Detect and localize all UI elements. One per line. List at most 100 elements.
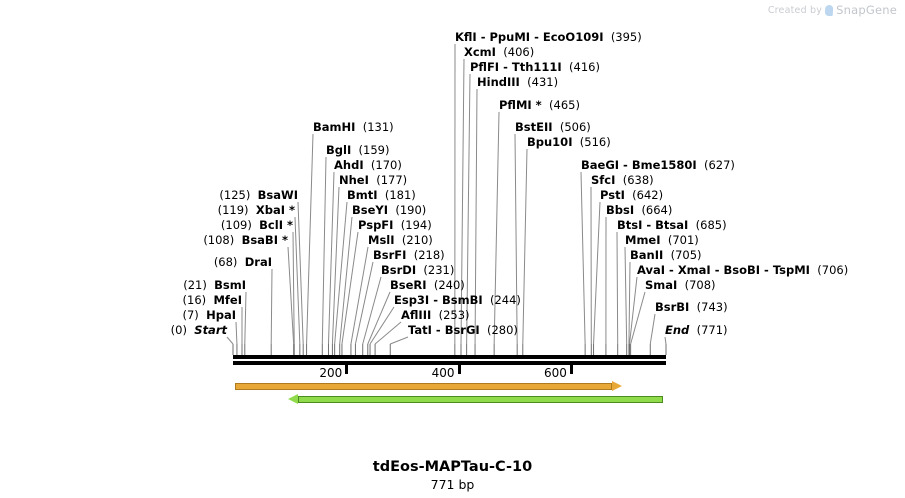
- enzyme-name: XmaI: [677, 263, 711, 277]
- enzyme-name: BtsI: [617, 218, 643, 232]
- name-separator: -: [499, 60, 512, 74]
- name-separator: -: [665, 263, 678, 277]
- leader-line: [354, 261, 374, 345]
- feature-arrow[interactable]: [288, 394, 663, 405]
- enzyme-position: (177): [376, 173, 408, 187]
- enzyme-name: XbaI *: [255, 203, 295, 217]
- enzyme-site-label: BanII (705): [630, 248, 702, 262]
- leader-line: [297, 201, 304, 345]
- leader-line: [226, 336, 234, 345]
- leader-line: [244, 291, 247, 345]
- enzyme-name: AvaI: [637, 263, 666, 277]
- enzyme-position: (642): [632, 188, 664, 202]
- name-separator: -: [642, 218, 656, 232]
- leader-line: [624, 246, 628, 345]
- ruler-tick-label: 400: [431, 366, 455, 380]
- feature-bar: [298, 396, 663, 403]
- enzyme-position: (109): [220, 218, 252, 232]
- watermark-prefix: Created by: [767, 4, 823, 16]
- enzyme-position: (240): [433, 278, 465, 292]
- leader-line: [341, 231, 359, 345]
- leader-line: [493, 111, 500, 345]
- leader-line: [630, 291, 646, 345]
- enzyme-site-label: End (771): [665, 324, 728, 337]
- enzyme-name: BseYI: [352, 203, 389, 217]
- enzyme-site-label: BamHI (131): [313, 120, 394, 134]
- enzyme-name: BsrDI: [381, 263, 417, 277]
- leader-line: [649, 313, 656, 345]
- feature-arrow[interactable]: [234, 381, 623, 392]
- enzyme-site-label: (7) HpaI: [182, 309, 236, 322]
- enzyme-position: (131): [362, 120, 394, 134]
- enzyme-position: (210): [401, 233, 433, 247]
- leader-line: [321, 156, 327, 345]
- enzyme-position: (701): [667, 233, 699, 247]
- enzyme-position: (406): [503, 45, 535, 59]
- enzyme-position: (119): [217, 203, 249, 217]
- ruler-tick: [457, 365, 461, 374]
- enzyme-position: (218): [413, 248, 445, 262]
- enzyme-name: BsrFI: [373, 248, 407, 262]
- snapgene-watermark: Created by SnapGene: [768, 3, 897, 17]
- enzyme-name: BsrGI: [444, 323, 480, 337]
- enzyme-site-label: Bpu10I (516): [527, 135, 611, 149]
- enzyme-site-label: AhdI (170): [334, 158, 402, 172]
- enzyme-name: BclI *: [259, 218, 293, 232]
- enzyme-position: (231): [423, 263, 455, 277]
- enzyme-name: EcoO109I: [542, 30, 604, 44]
- enzyme-name: AhdI: [334, 158, 364, 172]
- enzyme-position: (706): [817, 263, 849, 277]
- enzyme-site-label: BmtI (181): [347, 188, 416, 202]
- enzyme-position: (627): [703, 158, 735, 172]
- enzyme-position: (125): [219, 188, 251, 202]
- enzyme-site-label: BstEII (506): [515, 120, 591, 134]
- leader-line: [580, 171, 586, 345]
- enzyme-position: (194): [400, 218, 432, 232]
- enzyme-position: (159): [358, 143, 390, 157]
- enzyme-position: (0): [170, 323, 187, 337]
- enzyme-site-label: AvaI - XmaI - BsoBI - TspMI (706): [637, 263, 849, 277]
- leader-line: [294, 216, 301, 345]
- enzyme-name: XcmI: [464, 45, 496, 59]
- enzyme-position: (708): [684, 278, 716, 292]
- enzyme-name: BstEII: [515, 120, 553, 134]
- enzyme-name: PflFI: [470, 60, 500, 74]
- enzyme-position: (244): [489, 293, 521, 307]
- enzyme-site-label: (125) BsaWI: [219, 188, 298, 202]
- feature-arrowhead: [288, 394, 299, 404]
- name-separator: -: [476, 30, 490, 44]
- enzyme-site-label: XcmI (406): [464, 45, 535, 59]
- leader-line: [514, 133, 518, 345]
- enzyme-position: (516): [579, 135, 611, 149]
- leader-line: [628, 261, 631, 345]
- name-separator: -: [429, 293, 442, 307]
- enzyme-position: (506): [559, 120, 591, 134]
- enzyme-name: SfcI: [591, 173, 616, 187]
- enzyme-site-label: MmeI (701): [625, 233, 699, 247]
- leader-line: [367, 291, 391, 345]
- enzyme-site-label: MslI (210): [368, 233, 433, 247]
- leader-line: [306, 133, 314, 345]
- enzyme-site-label: (16) MfeI: [183, 294, 242, 307]
- name-separator: -: [530, 30, 543, 44]
- ruler-tick-label: 200: [319, 366, 343, 380]
- enzyme-name: TatI: [408, 323, 432, 337]
- enzyme-position: (416): [569, 60, 600, 74]
- enzyme-name: BsaBI *: [241, 233, 288, 247]
- enzyme-position: (68): [213, 255, 238, 269]
- enzyme-site-label: BaeGI - Bme1580I (627): [581, 158, 735, 172]
- enzyme-position: (743): [696, 300, 728, 314]
- enzyme-position: (664): [641, 203, 673, 217]
- enzyme-name: BmtI: [347, 188, 378, 202]
- ruler-tick: [569, 365, 573, 374]
- enzyme-site-label: Esp3I - BsmBI (244): [394, 293, 521, 307]
- leader-line: [339, 216, 353, 345]
- leader-line: [331, 186, 340, 345]
- enzyme-site-label: BseRI (240): [390, 278, 465, 292]
- enzyme-name: Bpu10I: [527, 135, 573, 149]
- enzyme-site-label: TatI - BsrGI (280): [408, 323, 518, 337]
- enzyme-position: (685): [695, 218, 727, 232]
- enzyme-name: BanII: [630, 248, 664, 262]
- enzyme-name: KflI: [455, 30, 477, 44]
